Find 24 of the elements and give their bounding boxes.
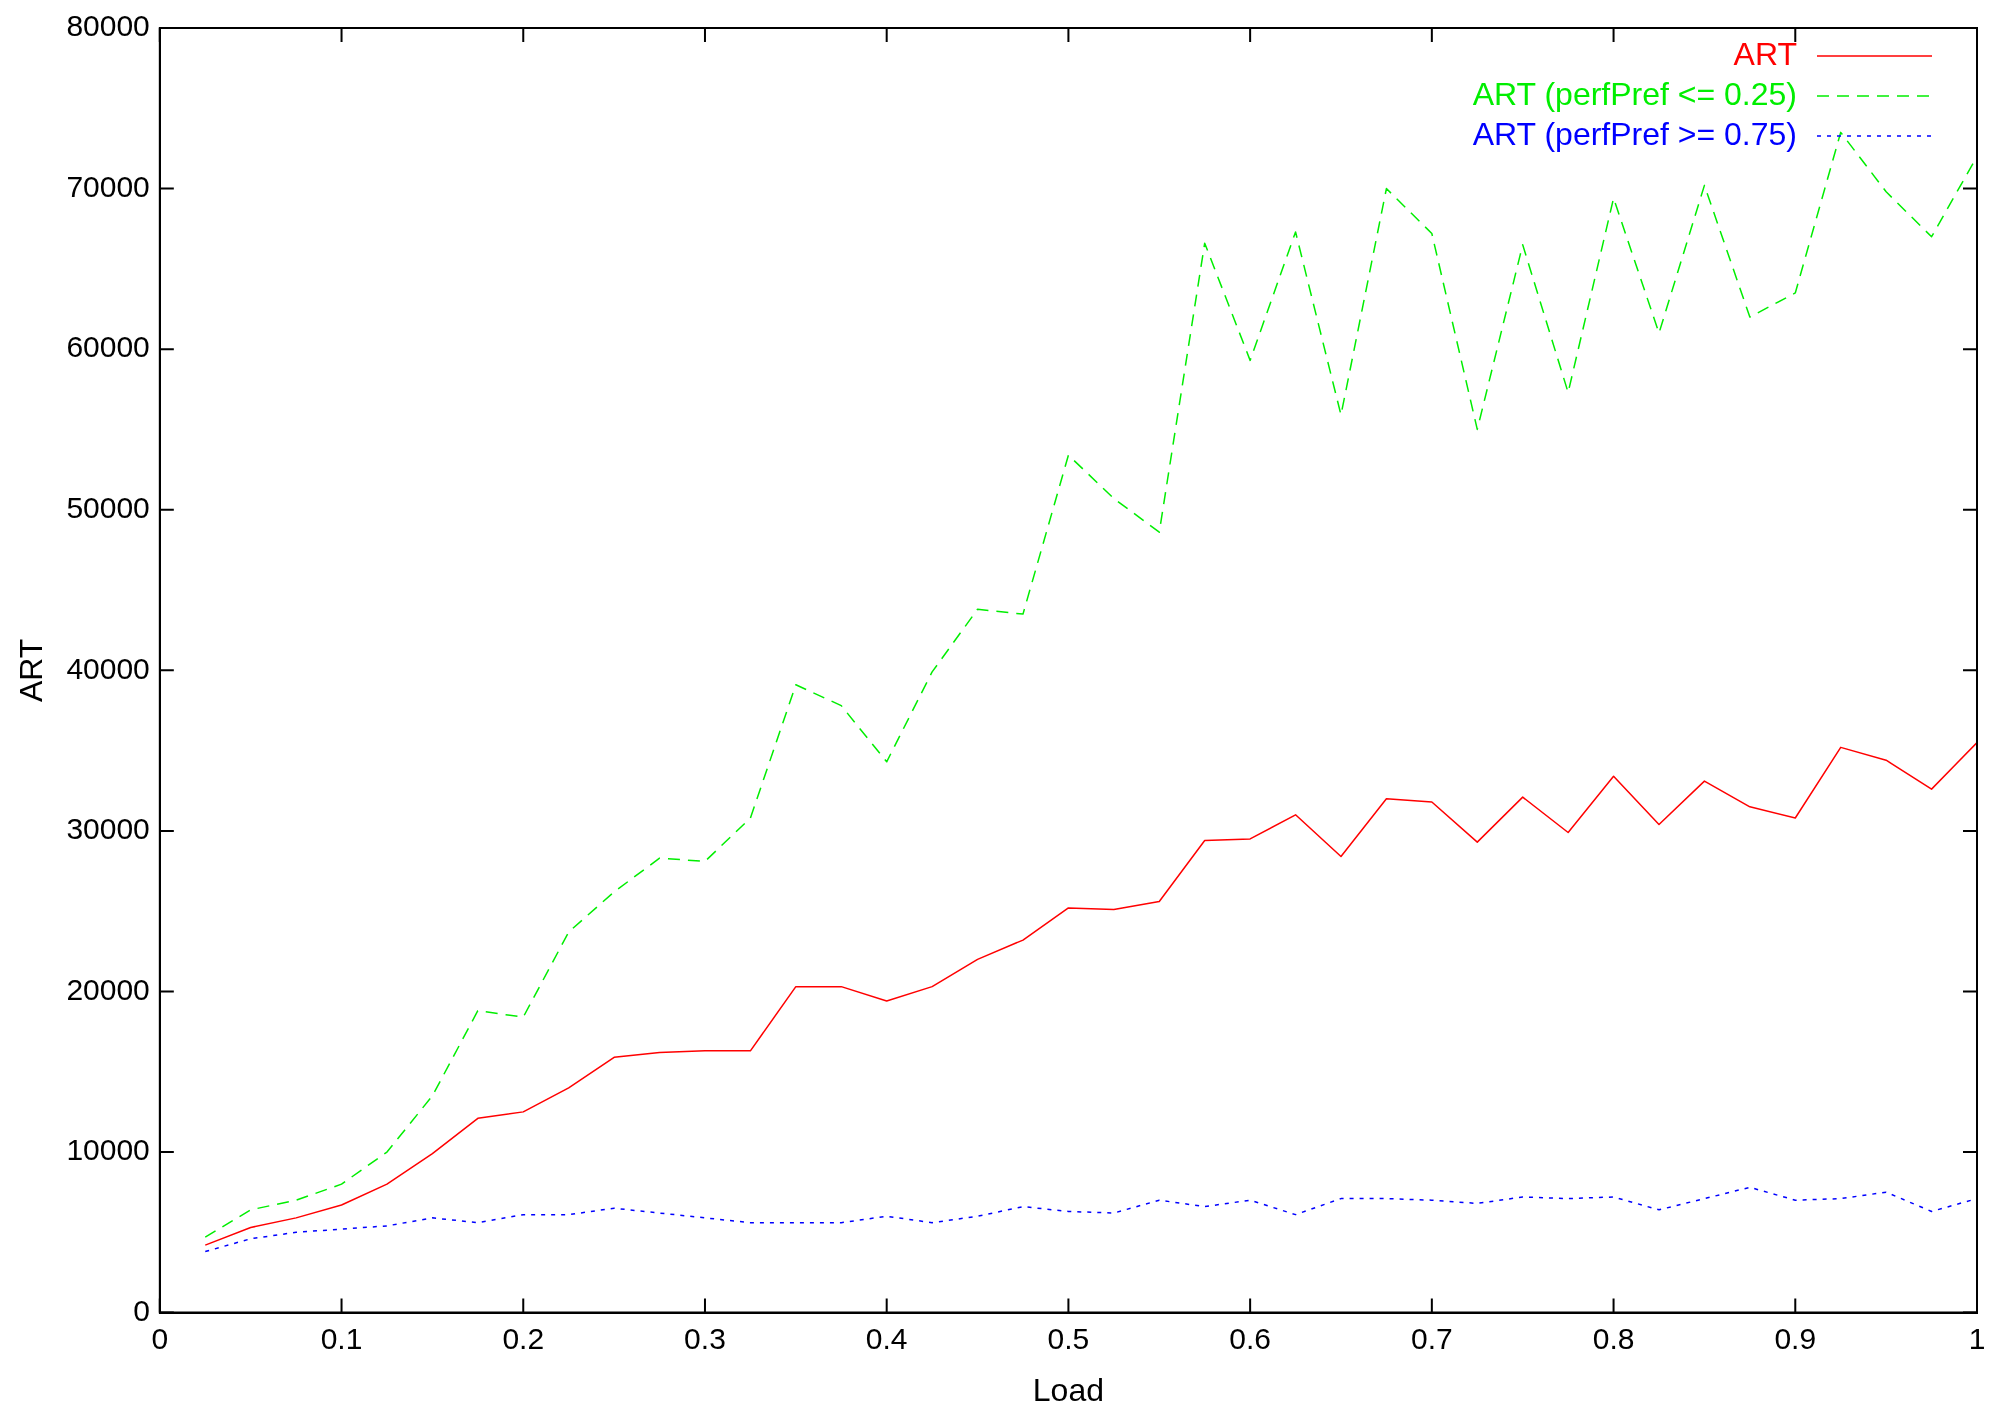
x-axis-title: Load bbox=[1032, 1371, 1105, 1408]
y-axis-title: ART bbox=[13, 638, 50, 703]
x-tick-label: 0.6 bbox=[1229, 1321, 1271, 1355]
y-tick-label: 50000 bbox=[66, 490, 150, 524]
x-tick-label: 0.9 bbox=[1774, 1321, 1817, 1355]
x-tick-label: 0.7 bbox=[1410, 1321, 1453, 1355]
y-tick-label: 40000 bbox=[66, 651, 150, 685]
legend-label: ART (perfPref <= 0.25) bbox=[1472, 75, 1797, 112]
x-tick-label: 0.2 bbox=[502, 1321, 545, 1355]
y-tick-label: 10000 bbox=[66, 1133, 150, 1167]
y-tick-label: 80000 bbox=[66, 9, 150, 43]
x-tick-label: 0.1 bbox=[320, 1321, 363, 1355]
x-tick-label: 0.3 bbox=[684, 1321, 726, 1355]
y-tick-label: 60000 bbox=[66, 330, 150, 364]
y-tick-label: 20000 bbox=[66, 972, 150, 1006]
x-tick-label: 0.8 bbox=[1592, 1321, 1635, 1355]
legend-label: ART (perfPref >= 0.75) bbox=[1472, 115, 1797, 152]
y-tick-label: 30000 bbox=[66, 812, 150, 846]
x-tick-label: 0.5 bbox=[1047, 1321, 1090, 1355]
x-tick-label: 1 bbox=[1968, 1321, 1986, 1355]
text: ART bbox=[1733, 35, 1797, 72]
x-tick-label: 0.4 bbox=[865, 1321, 908, 1355]
y-tick-label: 70000 bbox=[66, 169, 150, 203]
y-tick-label: 0 bbox=[133, 1293, 150, 1327]
